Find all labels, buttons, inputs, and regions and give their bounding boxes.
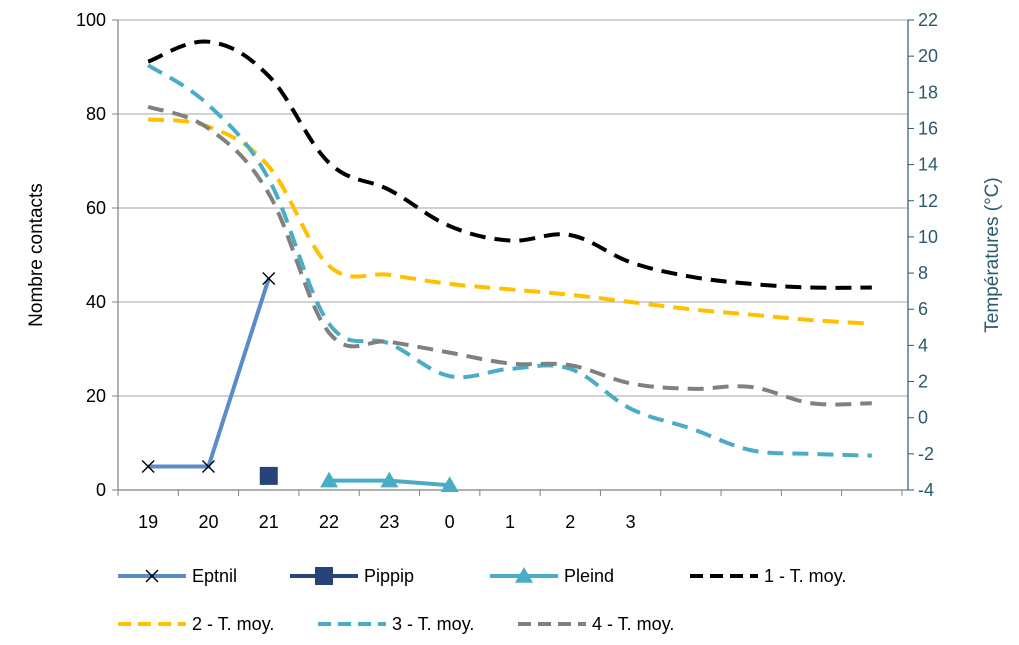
legend-item: 3 - T. moy. bbox=[318, 614, 474, 634]
marker-x-stroke bbox=[262, 272, 276, 285]
marker-square bbox=[315, 567, 333, 585]
legend-item: Eptnil bbox=[118, 566, 237, 586]
legend-label: Pippip bbox=[364, 566, 414, 586]
y-right-tick-label: -2 bbox=[918, 444, 934, 464]
y-right-tick-label: 16 bbox=[918, 118, 938, 138]
marker-triangle bbox=[380, 471, 399, 488]
y-right-tick-label: 0 bbox=[918, 408, 928, 428]
marker-triangle bbox=[515, 567, 533, 583]
legend-label: 1 - T. moy. bbox=[764, 566, 846, 586]
legend-item: 4 - T. moy. bbox=[518, 614, 674, 634]
y-axis-left-title: Nombre contacts bbox=[26, 183, 47, 327]
axes bbox=[112, 19, 914, 496]
y-left-tick-label: 20 bbox=[86, 386, 106, 406]
legend: Eptnil Pippip Pleind 1 - T. moy. 2 - T. moy.… bbox=[118, 566, 846, 634]
y-left-tick-label: 60 bbox=[86, 198, 106, 218]
series-2-t-moy- bbox=[147, 117, 872, 326]
series-4-t-moy- bbox=[147, 104, 872, 407]
x-tick-label: 23 bbox=[379, 512, 399, 532]
x-tick-label: 2 bbox=[565, 512, 575, 532]
marker-square bbox=[259, 466, 278, 485]
y-left-tick-label: 40 bbox=[86, 292, 106, 312]
legend-item: 2 - T. moy. bbox=[118, 614, 274, 634]
x-tick-label: 0 bbox=[445, 512, 455, 532]
gridlines bbox=[118, 19, 908, 397]
marker-triangle bbox=[320, 471, 339, 488]
legend-label: 3 - T. moy. bbox=[392, 614, 474, 634]
legend-item: 1 - T. moy. bbox=[690, 566, 846, 586]
marker-x bbox=[201, 460, 215, 473]
legend-label: Eptnil bbox=[192, 566, 237, 586]
series-1-t-moy- bbox=[147, 39, 872, 290]
series-3-t-moy- bbox=[147, 63, 872, 458]
series-layer bbox=[141, 39, 872, 493]
marker-triangle bbox=[440, 476, 459, 493]
y-right-tick-label: 14 bbox=[918, 155, 938, 175]
marker-x bbox=[145, 569, 159, 583]
marker-x-stroke bbox=[201, 460, 215, 473]
series-line bbox=[148, 277, 271, 469]
y-right-tick-label: -4 bbox=[918, 480, 934, 500]
marker-x-stroke bbox=[141, 460, 155, 473]
marker-x-stroke bbox=[145, 569, 159, 583]
y-right-tick-label: 22 bbox=[918, 10, 938, 30]
y-right-tick-label: 2 bbox=[918, 372, 928, 392]
y-axis-right-title: Températures (°C) bbox=[982, 177, 1003, 332]
y-right-tick-label: 8 bbox=[918, 263, 928, 283]
marker-x bbox=[262, 272, 276, 285]
x-tick-label: 19 bbox=[138, 512, 158, 532]
legend-label: Pleind bbox=[564, 566, 614, 586]
y-right-tick-label: 4 bbox=[918, 335, 928, 355]
legend-label: 2 - T. moy. bbox=[192, 614, 274, 634]
x-tick-label: 20 bbox=[198, 512, 218, 532]
y-left-tick-label: 80 bbox=[86, 104, 106, 124]
series-line bbox=[147, 39, 872, 290]
y-right-tick-label: 10 bbox=[918, 227, 938, 247]
y-left-tick-label: 100 bbox=[76, 10, 106, 30]
x-tick-label: 21 bbox=[259, 512, 279, 532]
legend-item: Pippip bbox=[290, 566, 414, 586]
y-right-tick-label: 20 bbox=[918, 46, 938, 66]
series-line bbox=[147, 104, 872, 407]
x-tick-label: 3 bbox=[626, 512, 636, 532]
series-line bbox=[147, 63, 872, 458]
series-pippip bbox=[259, 466, 278, 485]
y-left-tick-label: 0 bbox=[96, 480, 106, 500]
y-right-tick-label: 6 bbox=[918, 299, 928, 319]
y-right-tick-label: 18 bbox=[918, 82, 938, 102]
legend-label: 4 - T. moy. bbox=[592, 614, 674, 634]
x-tick-label: 1 bbox=[505, 512, 515, 532]
x-tick-label: 22 bbox=[319, 512, 339, 532]
legend-item: Pleind bbox=[490, 566, 614, 586]
series-eptnil bbox=[141, 272, 276, 473]
series-pleind bbox=[320, 471, 459, 493]
marker-x bbox=[141, 460, 155, 473]
series-line bbox=[147, 117, 872, 326]
y-right-tick-label: 12 bbox=[918, 191, 938, 211]
